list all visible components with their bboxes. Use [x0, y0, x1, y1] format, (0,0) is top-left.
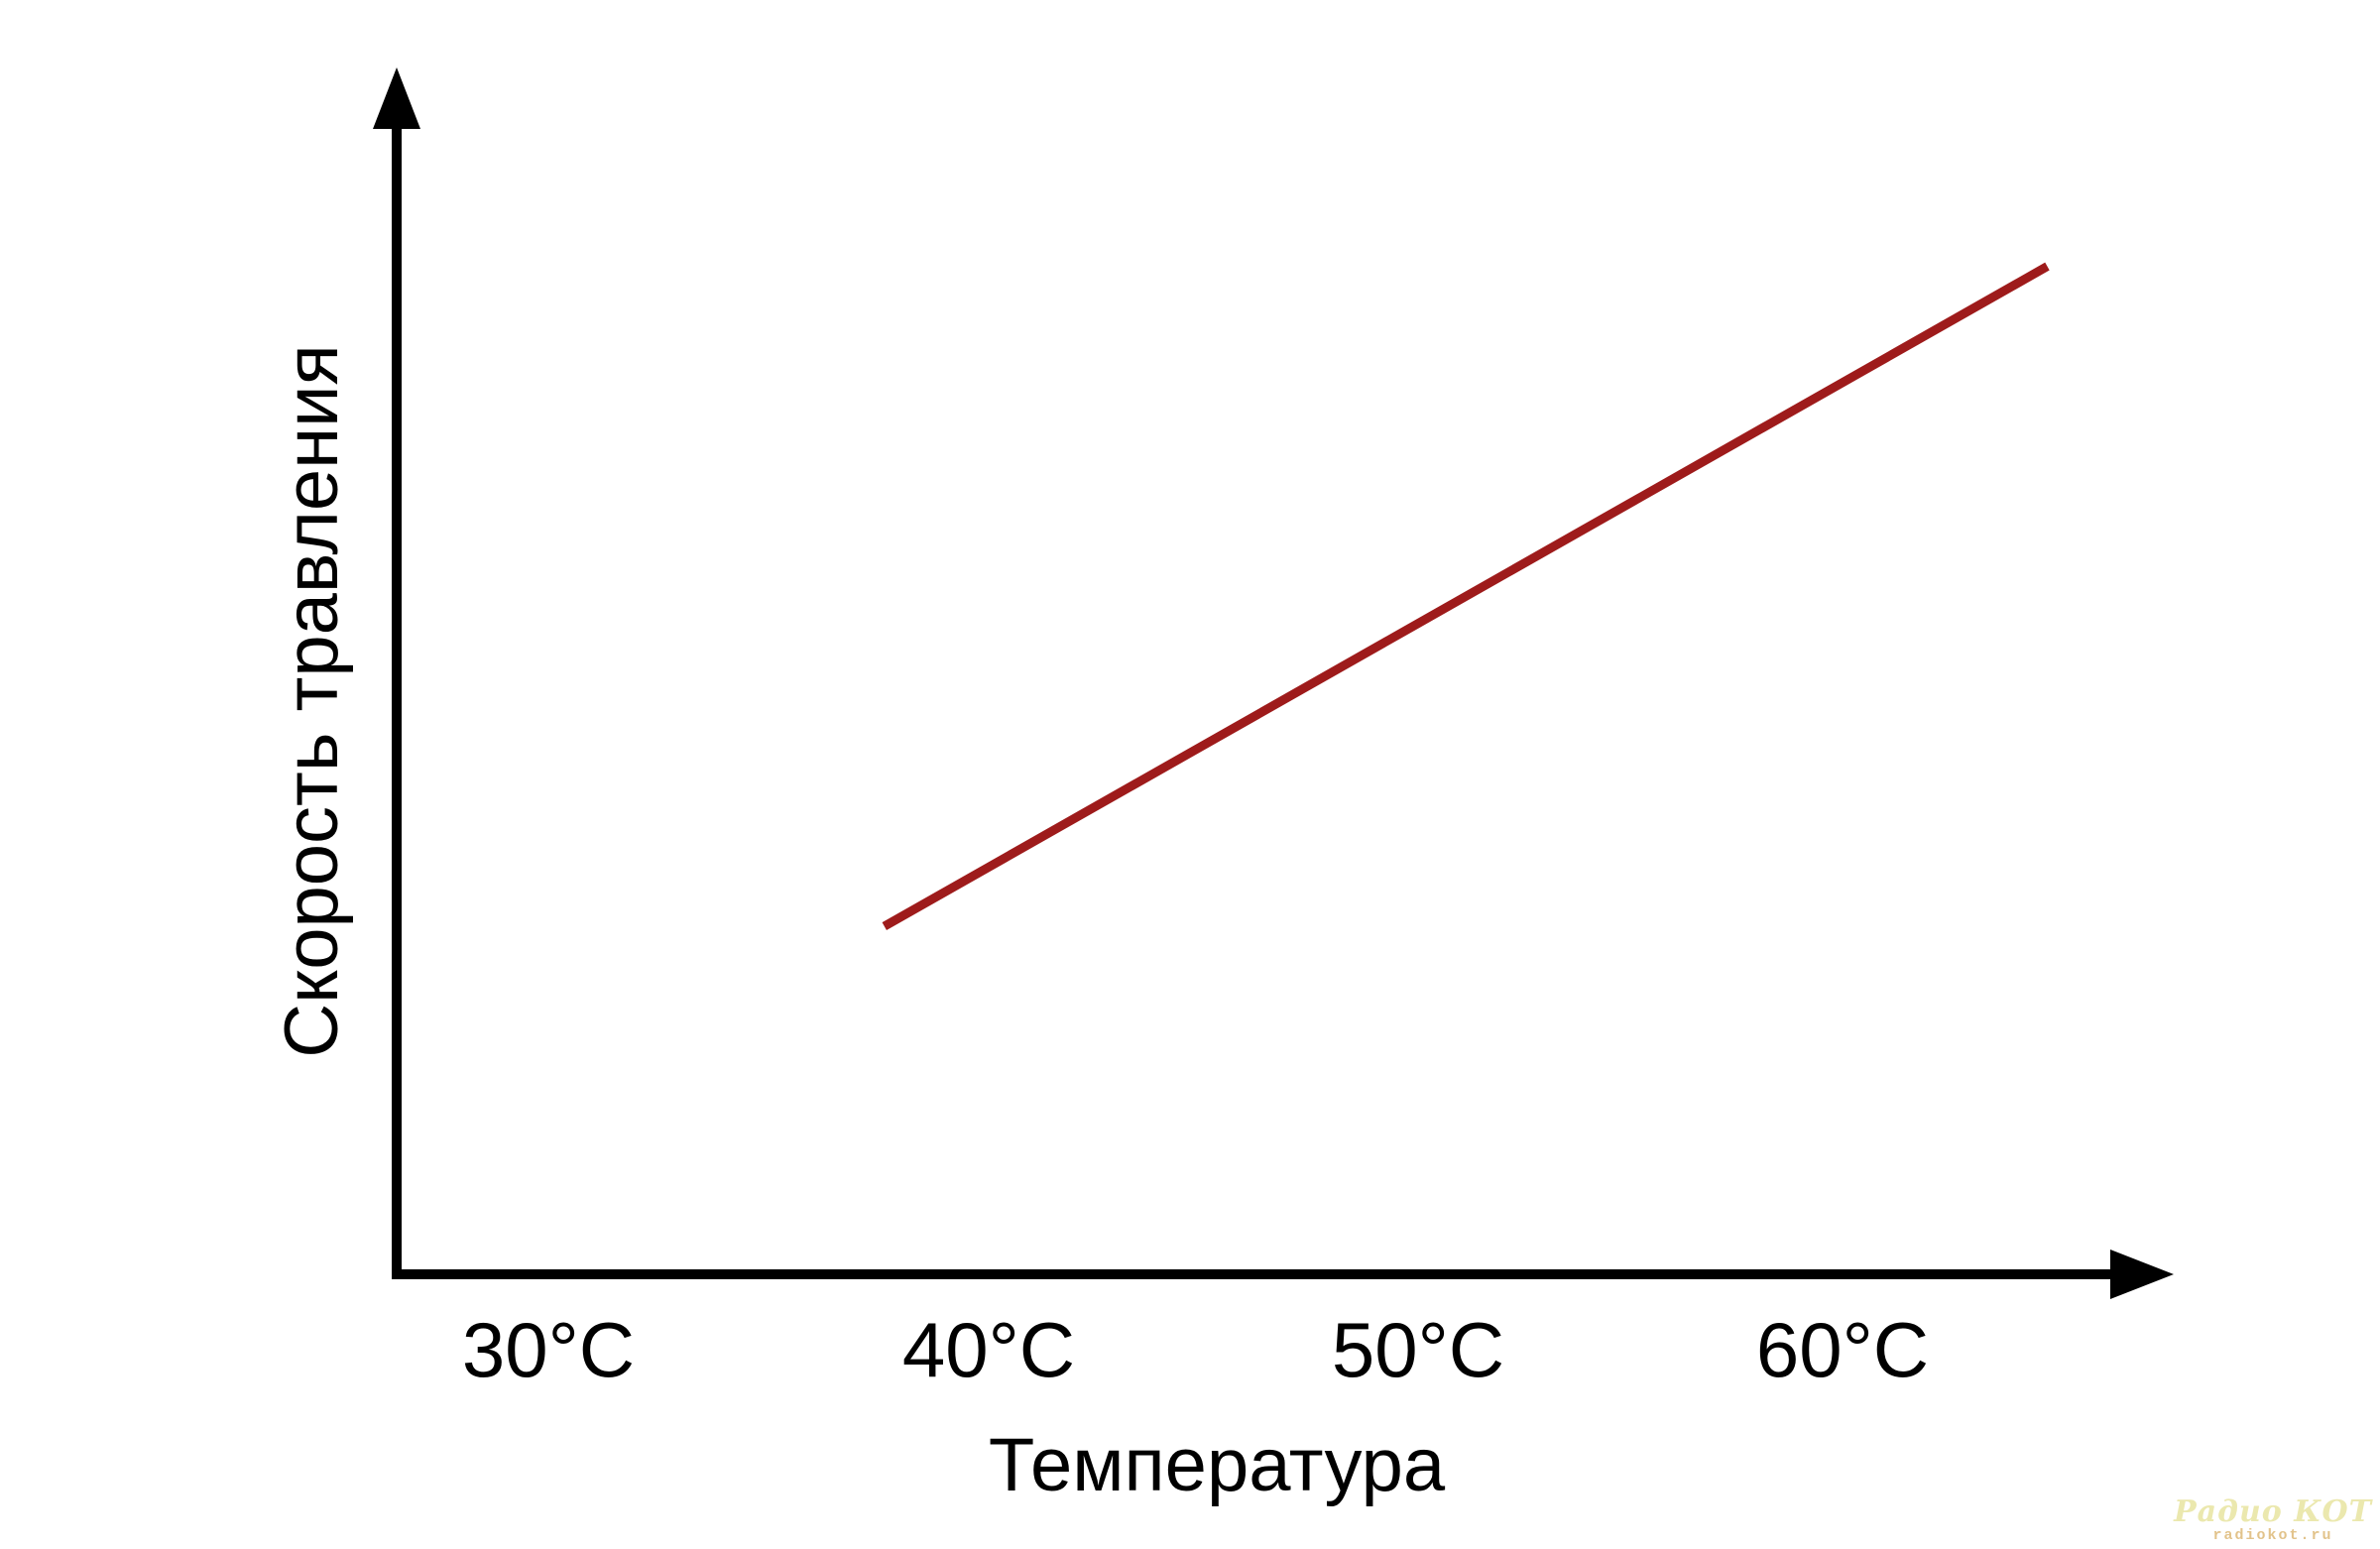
watermark-logo-text: Радио КОТ	[2174, 1494, 2372, 1529]
x-tick-60c: 60°C	[1755, 1306, 1930, 1393]
x-axis-arrowhead-icon	[2110, 1250, 2174, 1299]
x-axis	[392, 1250, 2174, 1299]
x-tick-40c: 40°C	[901, 1306, 1076, 1393]
x-tick-50c: 50°C	[1331, 1306, 1505, 1393]
x-tick-30c: 30°C	[461, 1306, 636, 1393]
y-axis	[373, 67, 420, 1279]
y-axis-arrowhead-icon	[373, 67, 420, 129]
watermark: Радио КОТ radiokot.ru	[2174, 1497, 2372, 1545]
y-axis-title: Скорость травления	[270, 344, 354, 1058]
watermark-url-text: radiokot.ru	[2212, 1527, 2333, 1544]
etch-rate-line	[882, 262, 2050, 931]
x-axis-title: Температура	[988, 1423, 1446, 1507]
